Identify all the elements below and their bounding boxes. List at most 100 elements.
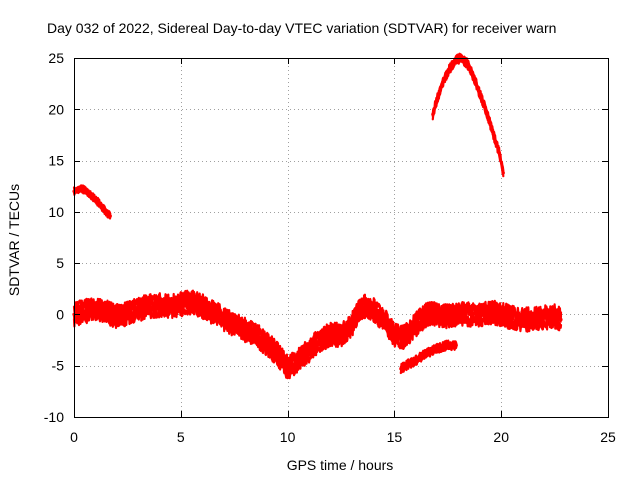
y-axis-title: SDTVAR / TECUs <box>6 184 22 296</box>
data-point <box>98 202 102 206</box>
x-tick-label: 20 <box>493 429 509 445</box>
data-point <box>104 210 108 214</box>
data-point <box>488 310 493 314</box>
data-point <box>189 300 194 304</box>
data-point <box>446 314 450 319</box>
data-point <box>108 214 112 218</box>
data-point <box>399 367 403 371</box>
data-point <box>200 304 204 308</box>
data-point <box>339 333 343 337</box>
plot-frame <box>74 58 609 418</box>
data-point <box>414 323 418 327</box>
y-tick-label: -10 <box>44 409 64 425</box>
data-point <box>382 318 386 322</box>
x-axis-title: GPS time / hours <box>287 457 394 473</box>
data-point <box>157 303 161 307</box>
data-point <box>521 318 525 322</box>
x-tick-label: 10 <box>280 429 296 445</box>
data-point <box>441 79 446 83</box>
data-point <box>542 315 546 320</box>
data-point <box>414 359 418 363</box>
data-point <box>501 171 505 175</box>
data-point <box>147 304 151 308</box>
data-point <box>83 309 87 313</box>
data-point <box>243 328 247 332</box>
data-point <box>221 316 226 321</box>
data-trace <box>399 339 458 369</box>
data-point <box>456 312 461 316</box>
data-point <box>478 312 482 316</box>
data-point <box>286 366 290 370</box>
data-point <box>491 130 495 134</box>
y-tick-label: 25 <box>48 50 64 66</box>
x-tick-label: 25 <box>600 429 616 445</box>
data-point <box>211 310 215 314</box>
y-tick-label: 20 <box>48 101 64 117</box>
data-point <box>93 307 97 311</box>
data-point <box>115 314 119 319</box>
x-tick-label: 5 <box>177 429 185 445</box>
data-trace <box>72 289 563 365</box>
data-point <box>78 186 82 190</box>
x-tick-label: 15 <box>387 429 403 445</box>
data-point <box>424 351 428 355</box>
chart-title: Day 032 of 2022, Sidereal Day-to-day VTE… <box>47 20 556 36</box>
series-late-low-segment <box>399 339 458 375</box>
x-tick-label: 0 <box>70 429 78 445</box>
data-point <box>424 312 428 316</box>
data-trace <box>431 54 505 175</box>
data-point <box>454 343 458 347</box>
y-tick-label: -5 <box>52 358 65 374</box>
series-early-segment <box>72 184 112 220</box>
grid <box>74 58 608 417</box>
data-point <box>350 323 354 327</box>
data-point <box>371 307 375 311</box>
data-point <box>104 310 108 314</box>
data-point <box>328 333 332 337</box>
y-tick-label: 10 <box>48 204 64 220</box>
data-point <box>484 109 488 113</box>
data-point <box>232 323 236 327</box>
data-point <box>553 314 557 319</box>
data-point <box>168 304 172 308</box>
series-main-trace <box>72 289 563 380</box>
data-point <box>275 351 279 355</box>
data-point <box>407 362 411 366</box>
data-point <box>559 318 563 322</box>
data-point <box>531 318 535 322</box>
data-point <box>499 312 503 316</box>
data-point <box>179 302 183 306</box>
data-point <box>478 92 482 96</box>
data-point <box>318 338 322 342</box>
data-point <box>431 112 435 116</box>
data-point <box>435 97 439 101</box>
tick-labels: 0 5 10 15 20 25 -10 -5 0 5 10 15 20 25 <box>44 50 616 445</box>
data-point <box>125 311 129 315</box>
data-trace <box>431 56 505 175</box>
ticks <box>74 58 609 418</box>
data-point <box>497 150 501 154</box>
data-point <box>85 189 89 193</box>
data-point <box>435 346 439 350</box>
y-tick-label: 15 <box>48 153 64 169</box>
data-point <box>296 359 300 363</box>
data-point <box>435 312 439 316</box>
data-point <box>448 66 452 70</box>
data-point <box>471 74 475 79</box>
y-tick-label: 0 <box>56 306 64 322</box>
data-point <box>446 343 450 347</box>
data-point <box>264 341 268 345</box>
data-point <box>307 348 311 352</box>
series-peak-segment <box>431 52 505 178</box>
data-trace <box>431 52 505 173</box>
data-point <box>403 335 407 339</box>
data-point <box>510 315 514 320</box>
data-point <box>91 195 95 200</box>
y-tick-label: 5 <box>56 255 64 271</box>
data-point <box>360 304 364 308</box>
data-point <box>136 307 140 311</box>
series-group <box>72 52 563 380</box>
data-point <box>467 312 471 316</box>
data-point <box>392 333 396 337</box>
data-point <box>454 58 458 62</box>
